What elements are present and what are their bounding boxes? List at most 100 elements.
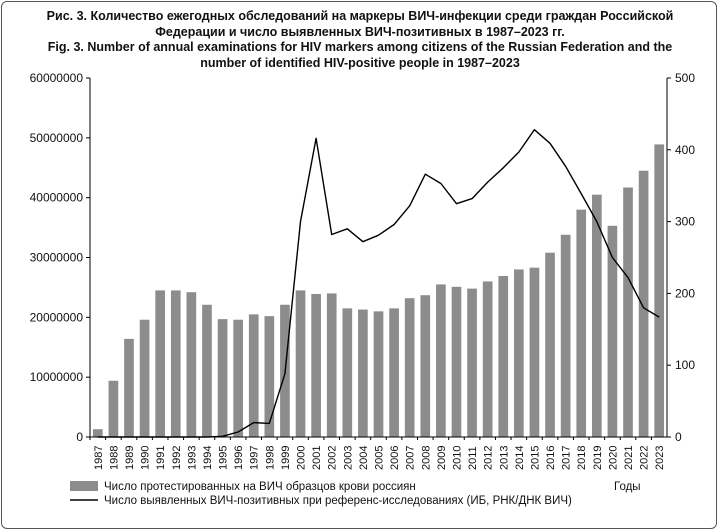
x-tick-label: 2023 — [654, 446, 666, 470]
bar-1991 — [155, 290, 166, 437]
x-tick-label: 2012 — [483, 446, 495, 470]
x-tick-label: 1998 — [264, 446, 276, 470]
x-tick-label: 2009 — [436, 446, 448, 470]
legend-bar-swatch — [70, 481, 98, 491]
y-right-tick-label: 400 — [675, 143, 695, 157]
y-right-tick-label: 200 — [675, 286, 695, 300]
bar-2009 — [436, 284, 446, 437]
x-tick-label: 1999 — [280, 446, 292, 470]
x-tick-label: 2007 — [405, 446, 417, 470]
x-tick-label: 2008 — [420, 446, 432, 470]
bar-1994 — [202, 304, 212, 437]
y-right-tick-label: 0 — [675, 430, 682, 444]
legend-line-label: Число выявленных ВИЧ-позитивных при рефе… — [104, 495, 572, 507]
x-tick-label: 1989 — [124, 446, 136, 470]
x-tick-label: 2020 — [607, 446, 619, 470]
x-tick-label: 1993 — [186, 446, 198, 470]
x-axis-label: Годы — [614, 481, 641, 493]
x-tick-label: 2022 — [639, 446, 651, 470]
x-tick-label: 2018 — [576, 446, 588, 470]
legend: Число протестированных на ВИЧ образцов к… — [70, 481, 641, 507]
x-tick-label: 2013 — [498, 446, 510, 470]
bar-1988 — [108, 380, 119, 437]
bar-2022 — [638, 170, 649, 437]
bar-2007 — [404, 298, 415, 437]
title-en-line2: number of identified HIV-positive people… — [200, 55, 520, 70]
y-left-tick-label: 50000000 — [30, 131, 84, 145]
x-tick-label: 2005 — [374, 446, 386, 470]
x-tick-label: 1995 — [218, 446, 230, 470]
x-tick-label: 2014 — [514, 446, 526, 470]
y-right-tick-label: 100 — [675, 358, 695, 372]
x-tick-label: 2011 — [467, 446, 479, 470]
bar-2012 — [482, 281, 493, 437]
bar-2011 — [467, 288, 477, 437]
bar-2000 — [295, 290, 306, 437]
y-left-tick-label: 10000000 — [30, 370, 84, 384]
x-tick-label: 2001 — [311, 446, 323, 470]
x-tick-label: 1988 — [108, 446, 120, 470]
y-left-tick-label: 20000000 — [30, 310, 84, 324]
title-ru-line1: Рис. 3. Количество ежегодных обследовани… — [46, 9, 674, 23]
bar-1996 — [233, 319, 243, 437]
y-left-tick-label: 60000000 — [30, 71, 84, 85]
x-tick-label: 1997 — [249, 446, 261, 470]
x-tick-label: 2006 — [389, 446, 401, 470]
x-tick-label: 2015 — [529, 446, 541, 470]
x-tick-label: 1987 — [93, 446, 105, 470]
bar-2023 — [654, 144, 665, 438]
bar-2001 — [311, 293, 321, 437]
bars-group — [92, 144, 665, 438]
bar-2005 — [373, 311, 384, 437]
bar-1997 — [248, 314, 259, 437]
bar-2010 — [451, 286, 462, 437]
bar-2015 — [529, 267, 540, 437]
y-left-tick-label: 0 — [76, 430, 83, 444]
bar-2004 — [358, 309, 368, 437]
y-right-tick-label: 300 — [675, 215, 695, 229]
bar-2019 — [591, 194, 602, 437]
bar-2003 — [342, 308, 353, 437]
bar-2013 — [498, 276, 509, 437]
bar-2002 — [326, 293, 337, 437]
bar-1998 — [264, 316, 275, 437]
bar-2014 — [514, 269, 524, 437]
axes-group: 0 10000000 20000000 30000000 40000000 5000000… — [30, 71, 696, 470]
bar-1989 — [124, 338, 134, 437]
bar-1990 — [139, 319, 150, 437]
y-left-tick-label: 30000000 — [30, 251, 84, 265]
bar-2008 — [420, 295, 431, 437]
x-tick-label: 2004 — [358, 446, 370, 470]
x-tick-label: 1994 — [202, 446, 214, 470]
bar-2006 — [389, 308, 399, 437]
x-tick-label: 2017 — [561, 446, 573, 470]
bar-1993 — [186, 292, 197, 437]
x-tick-label: 2016 — [545, 446, 557, 470]
bar-1995 — [217, 319, 228, 437]
x-tick-label: 2003 — [342, 446, 354, 470]
bar-1987 — [92, 429, 103, 437]
x-tick-label: 1992 — [171, 446, 183, 470]
bar-2017 — [560, 234, 571, 437]
bar-2020 — [607, 225, 618, 437]
x-tick-label: 1991 — [155, 446, 167, 470]
title-ru-line2: Федерации и число выявленных ВИЧ-позитив… — [155, 24, 565, 39]
bar-2016 — [545, 252, 555, 437]
x-tick-label: 1990 — [140, 446, 152, 470]
x-tick-label: 2021 — [623, 446, 635, 470]
title-en-line1: Fig. 3. Number of annual examinations fo… — [47, 40, 673, 54]
x-tick-label: 2010 — [451, 446, 463, 470]
figure-title: Рис. 3. Количество ежегодных обследовани… — [0, 9, 720, 71]
y-right-tick-label: 500 — [675, 71, 695, 85]
bar-2018 — [576, 209, 587, 437]
bar-1992 — [170, 290, 181, 437]
bar-2021 — [623, 187, 633, 437]
x-tick-label: 2000 — [296, 446, 308, 470]
legend-bar-label: Число протестированных на ВИЧ образцов к… — [104, 481, 416, 493]
x-tick-label: 1996 — [233, 446, 245, 470]
x-tick-label: 2002 — [327, 446, 339, 470]
y-left-tick-label: 40000000 — [30, 191, 84, 205]
x-tick-label: 2019 — [592, 446, 604, 470]
